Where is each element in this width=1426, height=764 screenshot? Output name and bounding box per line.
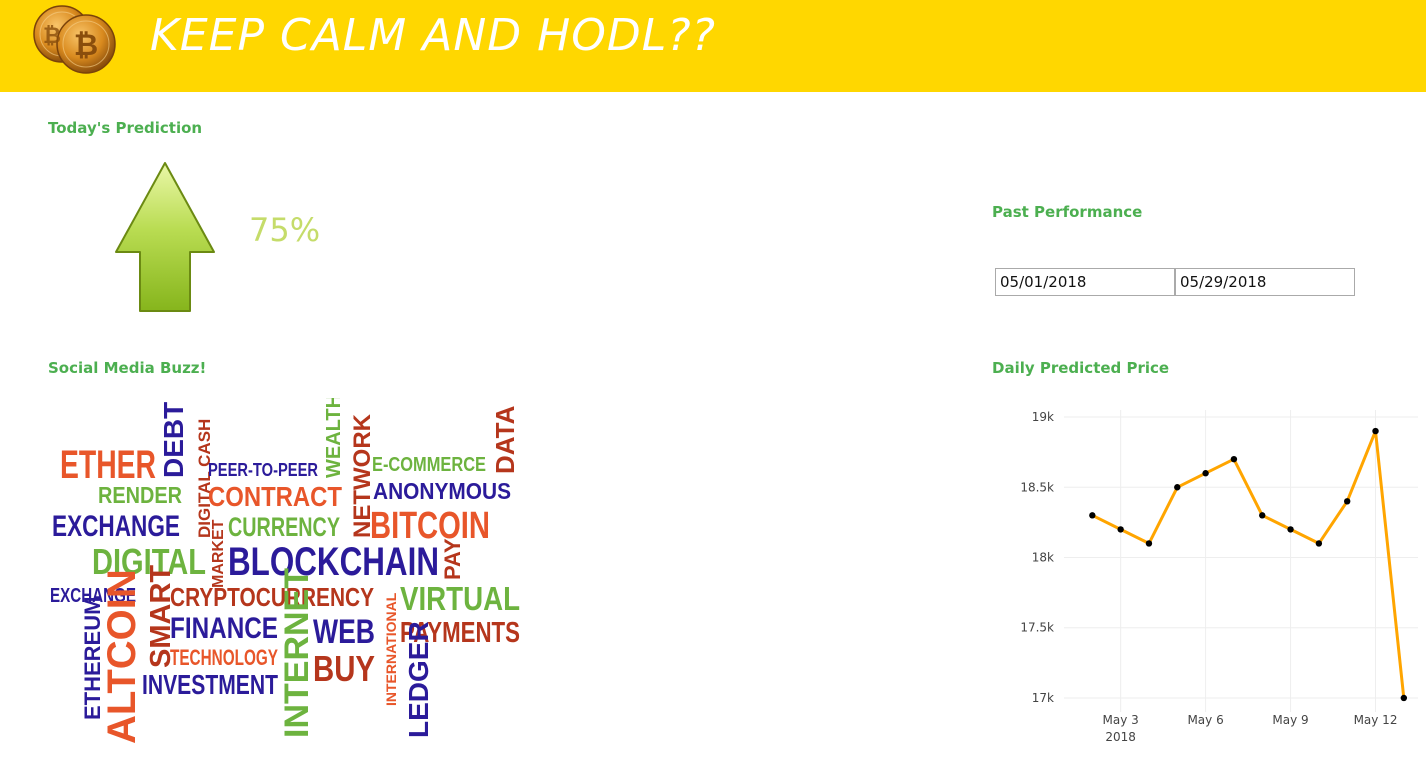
word-pay: PAY — [440, 538, 465, 580]
price-point[interactable] — [1117, 526, 1124, 533]
price-point[interactable] — [1344, 498, 1351, 505]
y-tick-label: 18.5k — [1020, 480, 1054, 494]
word-network: NETWORK — [349, 413, 376, 538]
word-international: INTERNATIONAL — [383, 592, 399, 706]
word-ether: ETHER — [60, 443, 156, 487]
word-investment: INVESTMENT — [142, 669, 278, 700]
word-market: MARKET — [210, 519, 227, 588]
word-debt: DEBT — [158, 402, 189, 478]
x-year-label: 2018 — [1105, 730, 1136, 744]
svg-text:₿: ₿ — [43, 24, 61, 49]
banner-title: KEEP CALM AND HODL?? — [150, 10, 716, 61]
word-finance: FINANCE — [170, 612, 278, 645]
price-line-chart: 17k 17.5k 18k 18.5k 19k May 3 May 6 May 9 May 12… — [1020, 410, 1418, 744]
word-blockchain: BLOCKCHAIN — [228, 540, 439, 584]
word-currency: CURRENCY — [228, 512, 340, 542]
word-bitcoin: BITCOIN — [370, 505, 490, 547]
price-point[interactable] — [1400, 694, 1408, 702]
word-digital-cash: DIGITAL CASH — [195, 419, 214, 538]
word-smart: SMART — [145, 565, 177, 668]
word-wealth: WEALTH — [323, 398, 345, 478]
end-date-input[interactable] — [1175, 268, 1355, 296]
word-ledger: LEDGER — [403, 621, 434, 738]
daily-price-title: Daily Predicted Price — [992, 359, 1170, 377]
x-tick-label: May 12 — [1354, 713, 1398, 727]
word-buy: BUY — [313, 648, 375, 689]
word-virtual: VIRTUAL — [400, 580, 520, 617]
price-point[interactable] — [1287, 526, 1294, 533]
word-contract: CONTRACT — [208, 481, 342, 512]
word-altcoin: ALTCOIN — [100, 569, 144, 744]
word-internet: INTERNET — [278, 568, 316, 738]
x-tick-label: May 6 — [1187, 713, 1223, 727]
price-point[interactable] — [1372, 427, 1379, 435]
svg-text:₿: ₿ — [74, 28, 98, 63]
x-tick-label: May 9 — [1272, 713, 1308, 727]
word-render: RENDER — [98, 482, 182, 508]
y-tick-label: 17k — [1032, 691, 1054, 705]
y-tick-label: 19k — [1032, 410, 1054, 424]
word-ethereum: ETHEREUM — [80, 597, 105, 720]
word-exchange: EXCHANGE — [50, 585, 136, 607]
price-point[interactable] — [1230, 455, 1238, 463]
prediction-title: Today's Prediction — [48, 119, 203, 137]
word-web: WEB — [313, 613, 375, 651]
y-tick-label: 18k — [1032, 550, 1054, 564]
y-tick-label: 17.5k — [1020, 621, 1054, 635]
word-payments: PAYMENTS — [400, 617, 520, 649]
word-data: DATA — [490, 405, 520, 474]
past-performance-title: Past Performance — [992, 203, 1143, 221]
bitcoin-coins-icon: ₿ ₿ — [33, 5, 116, 74]
price-point[interactable] — [1315, 540, 1323, 547]
x-tick-label: May 3 — [1103, 713, 1139, 727]
start-date-input[interactable] — [995, 268, 1175, 296]
prediction-percent: 75% — [249, 211, 321, 249]
price-series-line — [1091, 429, 1406, 699]
arrow-up-icon — [115, 162, 215, 312]
price-point[interactable] — [1259, 512, 1266, 519]
word-anonymous: ANONYMOUS — [373, 478, 511, 504]
word-technology: TECHNOLOGY — [170, 645, 278, 670]
price-point[interactable] — [1202, 470, 1209, 477]
price-point[interactable] — [1145, 540, 1153, 547]
price-point[interactable] — [1174, 484, 1181, 491]
word-exchange: EXCHANGE — [52, 510, 180, 543]
price-point[interactable] — [1089, 512, 1096, 519]
word-digital: DIGITAL — [92, 541, 206, 582]
social-title: Social Media Buzz! — [48, 359, 207, 377]
word-e-commerce: E-COMMERCE — [372, 454, 486, 476]
word-peer-to-peer: PEER-TO-PEER — [208, 460, 318, 480]
header-banner: ₿ ₿ KEEP CALM AND HODL?? — [0, 0, 1426, 92]
word-cryptocurrency: CRYPTOCURRENCY — [170, 582, 374, 612]
